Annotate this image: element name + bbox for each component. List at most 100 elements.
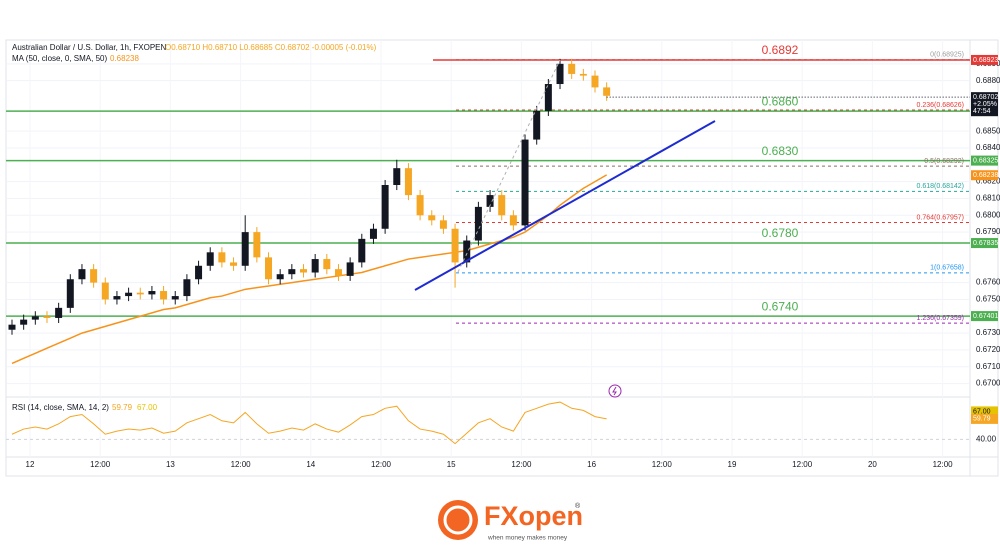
x-tick-label: 12:00 (511, 460, 532, 469)
x-tick-label: 20 (868, 460, 877, 469)
y-tick-label: 0.67000 (976, 379, 1000, 388)
candle-body (556, 63, 564, 85)
rsi-tick-label: 40.00 (976, 435, 997, 444)
candle-body (288, 269, 296, 275)
price-box (971, 155, 998, 166)
x-tick-label: 15 (447, 460, 456, 469)
candle-body (603, 87, 611, 96)
candle-body (509, 215, 517, 226)
last-price-label: 0.68702 (973, 94, 998, 101)
candle-body (346, 262, 354, 276)
candle-body (136, 292, 144, 295)
candle-body (428, 215, 436, 221)
rsi-line (11, 401, 607, 445)
symbol-title: Australian Dollar / U.S. Dollar, 1h, FXO… (12, 43, 167, 52)
x-tick-label: 12:00 (90, 460, 111, 469)
candle-body (8, 324, 16, 330)
candle-body (20, 319, 28, 325)
x-tick-label: 16 (587, 460, 596, 469)
price-box (971, 54, 998, 65)
fib-label: 1.236(0.67359) (917, 315, 964, 322)
candle-body (206, 252, 214, 266)
candle-body (195, 265, 203, 280)
candle-body (474, 206, 482, 241)
level-label: 0.6780 (762, 226, 799, 240)
candle-body (90, 269, 98, 283)
candle-body (334, 269, 342, 276)
rsi-last-label: 59.79 (973, 416, 991, 423)
level-label: 0.6860 (762, 94, 799, 108)
rsi-legend-ma: 67.00 (137, 403, 158, 412)
candle-body (498, 195, 506, 216)
trendline (414, 120, 716, 291)
ma-price-label: 0.68238 (973, 172, 998, 179)
x-tick-label: 12:00 (231, 460, 252, 469)
candle-body (43, 316, 51, 318)
candle-body (171, 296, 179, 300)
last-change-label: +2.05% (973, 101, 997, 108)
candle-body (265, 257, 273, 280)
candle-body (31, 316, 39, 320)
rsi-last-box (971, 413, 998, 424)
price-box-label: 0.68923 (973, 57, 998, 64)
candle-body (276, 274, 284, 280)
candle-body (416, 195, 424, 216)
ohlc-legend: O0.68710 H0.68710 L0.68685 C0.68702 -0.0… (165, 43, 377, 52)
candle-body (451, 228, 459, 263)
ma-price-box (971, 170, 998, 181)
logo: FXopen ® when money makes money (438, 500, 583, 542)
candle-body (113, 296, 121, 300)
candle-body (439, 220, 447, 229)
candle-body (78, 269, 86, 280)
x-tick-label: 12:00 (933, 460, 954, 469)
candle-body (358, 238, 366, 263)
rsi-ma-box (971, 406, 998, 417)
candle-body (241, 232, 249, 266)
candle-body (369, 228, 377, 239)
event-icon[interactable] (608, 384, 622, 398)
candle-body (323, 259, 331, 270)
level-label: 0.6740 (762, 299, 799, 313)
fib-label: 0.5(0.68292) (924, 158, 964, 165)
candle-body (66, 279, 74, 308)
candle-body (463, 240, 471, 263)
candle-body (533, 110, 541, 140)
price-box-label: 0.67401 (973, 313, 998, 320)
candle-body (311, 259, 319, 273)
candle-body (101, 282, 109, 300)
registered-mark: ® (575, 502, 581, 510)
level-label: 0.6892 (762, 43, 799, 57)
candle-body (148, 291, 156, 295)
chart-frame (5, 39, 999, 477)
plot (6, 58, 970, 445)
x-tick-label: 12:00 (371, 460, 392, 469)
candle-body (486, 195, 494, 207)
fib-label: 1(0.67658) (930, 265, 964, 272)
level-label: 0.6830 (762, 144, 799, 158)
last-price-box (971, 92, 998, 117)
price-box-label: 0.67835 (973, 240, 998, 247)
fib-label: 0.618(0.68142) (917, 183, 964, 190)
candle-body (404, 168, 412, 196)
candle-body (568, 63, 576, 74)
fib-label: 0.764(0.67957) (917, 214, 964, 221)
candle-body (218, 252, 226, 263)
price-box (971, 311, 998, 322)
candle-body (300, 269, 307, 273)
candle-body (381, 185, 389, 229)
rsi-legend-value: 59.79 (112, 403, 133, 412)
x-tick-label: 19 (728, 460, 737, 469)
x-tick-label: 12 (26, 460, 35, 469)
tagline: when money makes money (487, 535, 568, 542)
ma-legend-value: 0.68238 (110, 54, 139, 63)
brand: FXopen (484, 501, 583, 531)
